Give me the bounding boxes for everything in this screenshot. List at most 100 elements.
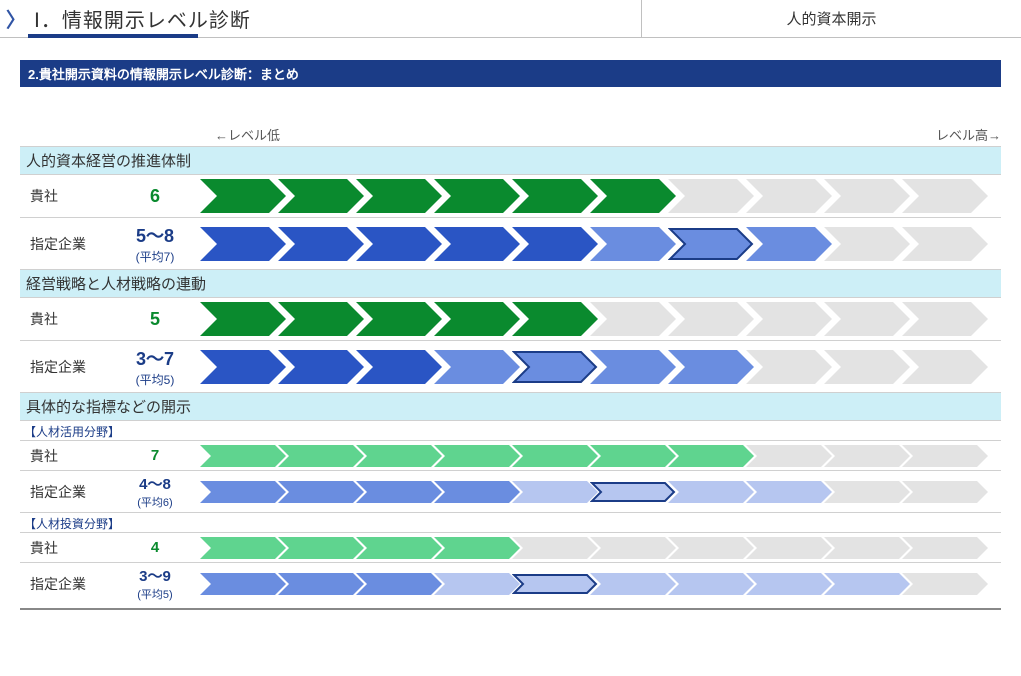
chevron-segment xyxy=(200,481,286,503)
header-right-label: 人的資本開示 xyxy=(641,0,1021,37)
chevron-segment xyxy=(902,227,988,261)
chevron-segment xyxy=(434,302,520,336)
chevron-segment xyxy=(512,227,598,261)
chevron-segment xyxy=(512,573,598,595)
data-row: 指定企業 3～7(平均5) xyxy=(20,340,1001,392)
chevron-segment xyxy=(356,573,442,595)
arrow-track xyxy=(200,227,1001,261)
row-value: 4～8(平均6) xyxy=(110,473,200,510)
scale-low-label: ←レベル低 xyxy=(215,125,280,144)
chevron-segment xyxy=(434,481,520,503)
data-row: 貴社 6 xyxy=(20,174,1001,217)
chevron-segment xyxy=(824,179,910,213)
chevron-segment xyxy=(746,302,832,336)
arrow-track xyxy=(200,350,1001,384)
chevron-segment xyxy=(590,481,676,503)
chevron-segment xyxy=(902,481,988,503)
data-row: 指定企業 4～8(平均6) xyxy=(20,470,1001,512)
row-value: 5～8(平均7) xyxy=(110,222,200,265)
row-label: 指定企業 xyxy=(20,574,110,594)
row-value: 3～7(平均5) xyxy=(110,345,200,388)
chevron-segment xyxy=(668,227,754,261)
chevron-segment xyxy=(278,537,364,559)
chevron-segment xyxy=(902,573,988,595)
row-label: 指定企業 xyxy=(20,234,110,254)
chevron-segment xyxy=(278,350,364,384)
chevron-segment xyxy=(902,302,988,336)
page-title: Ⅰ．情報開示レベル診断 xyxy=(34,4,251,33)
arrow-track xyxy=(200,537,1001,559)
chevron-segment xyxy=(824,537,910,559)
chevron-segment xyxy=(200,179,286,213)
chevron-segment xyxy=(746,537,832,559)
chevron-segment xyxy=(590,302,676,336)
chevron-segment xyxy=(824,302,910,336)
chevron-segment xyxy=(356,537,442,559)
chevron-segment xyxy=(902,537,988,559)
chevron-segment xyxy=(434,350,520,384)
data-row: 貴社 7 xyxy=(20,440,1001,470)
page-header: 〉 Ⅰ．情報開示レベル診断 人的資本開示 xyxy=(0,0,1021,38)
scale-high-label: レベル高→ xyxy=(936,125,1001,144)
sub-section-header: 【人材活用分野】 xyxy=(20,420,1001,440)
chevron-segment xyxy=(356,350,442,384)
chevron-segment xyxy=(356,227,442,261)
chevron-segment xyxy=(746,445,832,467)
chevron-segment xyxy=(512,445,598,467)
chevron-segment xyxy=(746,179,832,213)
chevron-segment xyxy=(512,537,598,559)
chevron-right-icon: 〉 xyxy=(6,4,26,33)
row-label: 貴社 xyxy=(20,309,110,329)
chevron-segment xyxy=(512,350,598,384)
chevron-segment xyxy=(668,481,754,503)
chevron-segment xyxy=(512,481,598,503)
row-label: 指定企業 xyxy=(20,482,110,502)
section-header: 経営戦略と人材戦略の連動 xyxy=(20,269,1001,297)
chevron-segment xyxy=(824,227,910,261)
chart-body: ←レベル低 レベル高→ 人的資本経営の推進体制 貴社 6 指定企業 5～8(平均… xyxy=(0,125,1021,616)
chevron-segment xyxy=(902,445,988,467)
chevron-segment xyxy=(200,350,286,384)
chevron-segment xyxy=(200,445,286,467)
data-row: 貴社 5 xyxy=(20,297,1001,340)
chevron-segment xyxy=(356,179,442,213)
row-value: 7 xyxy=(110,447,200,464)
chevron-segment xyxy=(200,537,286,559)
arrow-track xyxy=(200,179,1001,213)
chevron-segment xyxy=(668,350,754,384)
row-value: 4 xyxy=(110,539,200,556)
chevron-segment xyxy=(746,350,832,384)
chevron-segment xyxy=(824,445,910,467)
arrow-track xyxy=(200,302,1001,336)
chevron-segment xyxy=(668,302,754,336)
data-row: 指定企業 3～9(平均5) xyxy=(20,562,1001,604)
chevron-segment xyxy=(278,481,364,503)
chevron-segment xyxy=(590,350,676,384)
row-label: 指定企業 xyxy=(20,357,110,377)
chevron-segment xyxy=(278,179,364,213)
chevron-segment xyxy=(200,573,286,595)
chevron-segment xyxy=(356,481,442,503)
sub-section-header: 【人材投資分野】 xyxy=(20,512,1001,532)
title-underline xyxy=(28,34,198,38)
chevron-segment xyxy=(434,227,520,261)
data-row: 指定企業 5～8(平均7) xyxy=(20,217,1001,269)
chevron-segment xyxy=(278,227,364,261)
chevron-segment xyxy=(200,302,286,336)
row-value: 5 xyxy=(110,309,200,330)
scale-row: ←レベル低 レベル高→ xyxy=(20,125,1001,144)
chevron-segment xyxy=(434,179,520,213)
data-row: 貴社 4 xyxy=(20,532,1001,562)
row-label: 貴社 xyxy=(20,446,110,466)
chevron-segment xyxy=(590,179,676,213)
chevron-segment xyxy=(902,350,988,384)
chevron-segment xyxy=(356,302,442,336)
chevron-segment xyxy=(434,537,520,559)
row-label: 貴社 xyxy=(20,538,110,558)
chevron-segment xyxy=(746,573,832,595)
chevron-segment xyxy=(512,179,598,213)
chevron-segment xyxy=(824,573,910,595)
chevron-segment xyxy=(590,573,676,595)
chevron-segment xyxy=(278,445,364,467)
arrow-track xyxy=(200,445,1001,467)
